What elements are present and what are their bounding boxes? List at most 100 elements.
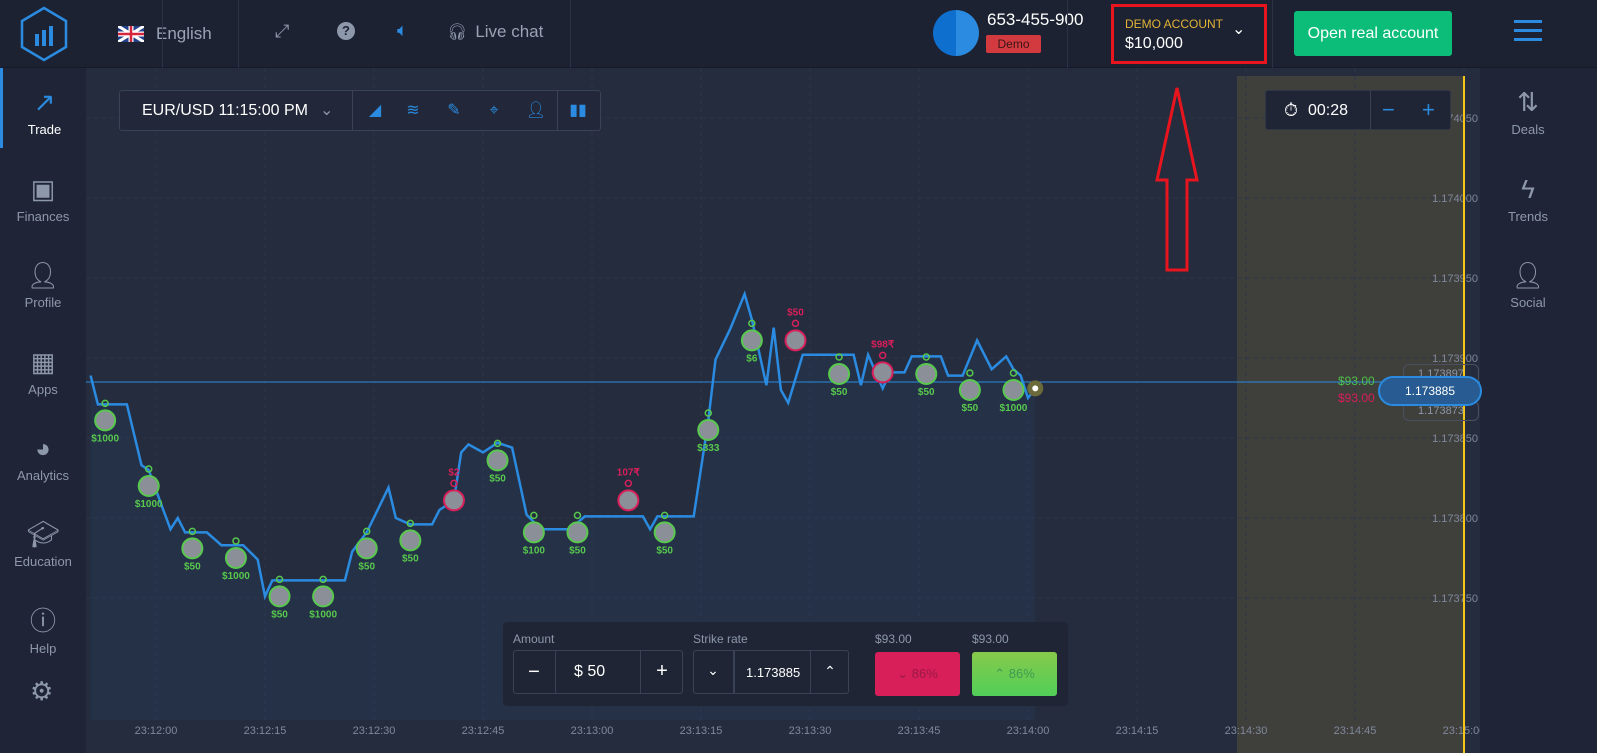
trade-marker: $50 — [355, 527, 378, 572]
annotation-arrow — [1155, 87, 1199, 272]
amount-minus-button[interactable]: − — [528, 661, 540, 683]
menu-icon[interactable] — [1514, 20, 1542, 41]
sidebar-label: Analytics — [16, 468, 70, 483]
pie-chart-icon: ◕ — [35, 433, 51, 463]
sidebar-item-help[interactable]: ⓘ Help — [0, 587, 86, 667]
trader-avatar — [181, 537, 204, 560]
current-point — [1032, 385, 1039, 392]
sidebar-item-profile[interactable]: 👤︎ Profile — [0, 241, 86, 321]
layout-icon[interactable]: ▮▮ — [569, 102, 587, 119]
chart-toolbar: EUR/USD 11:15:00 PM ⌄ ◢ ≋ ✎ ⌖ 👤︎ ▮▮ — [119, 90, 601, 131]
left-sidebar: ↗ Trade ▣ Finances 👤︎ Profile ▦ Apps ◕ Analyt… — [0, 68, 86, 753]
open-real-account-button[interactable]: Open real account — [1294, 11, 1452, 56]
sidebar-item-deals[interactable]: ⇅ Deals — [1480, 68, 1576, 148]
settings-gear-icon[interactable]: ⚙ — [30, 676, 54, 706]
language-selector[interactable]: English — [118, 22, 212, 46]
demo-badge: Demo — [986, 35, 1041, 53]
top-bar: English ⤢ ? 🔈︎ 🎧︎ Live chat 653-455-900 … — [0, 0, 1597, 68]
trade-marker: $50 — [915, 353, 938, 398]
account-switcher[interactable]: DEMO ACCOUNT $10,000 ⌄ — [1111, 4, 1267, 64]
sidebar-label: Education — [14, 554, 72, 569]
avatar[interactable] — [933, 10, 979, 56]
trade-entry-dot — [1009, 369, 1018, 377]
trader-avatar — [617, 489, 640, 512]
trader-avatar — [224, 547, 247, 569]
account-balance: $10,000 — [1125, 35, 1183, 52]
expiry-zone — [1237, 76, 1464, 753]
current-price-tag: 1.173885 — [1378, 376, 1482, 406]
amount-plus-button[interactable]: + — [656, 660, 668, 682]
x-tick-label: 23:14:30 — [1225, 725, 1268, 737]
trade-entry-dot — [232, 537, 240, 545]
chart-type-icon[interactable]: ◢ — [368, 102, 382, 119]
help-icon[interactable]: ? — [337, 22, 355, 40]
sidebar-item-finances[interactable]: ▣ Finances — [0, 155, 86, 235]
sidebar-item-education[interactable]: 🎓︎ Education — [0, 500, 86, 580]
trade-amount-label: $6 — [746, 353, 758, 364]
sidebar-item-trends[interactable]: ϟ Trends — [1480, 155, 1576, 235]
sidebar-item-apps[interactable]: ▦ Apps — [0, 328, 86, 408]
strike-rate-input[interactable]: ⌄ 1.173885 ⌃ — [693, 650, 849, 694]
sound-icon[interactable]: 🔈︎ — [397, 20, 408, 40]
asset-selector[interactable]: EUR/USD 11:15:00 PM ⌄ — [120, 91, 353, 130]
up-down-arrows-icon: ⇅ — [1517, 87, 1539, 117]
pencil-icon[interactable]: ✎ — [447, 102, 461, 119]
asset-label: EUR/USD 11:15:00 PM — [142, 102, 308, 119]
strike-up-button[interactable]: ⌃ — [824, 663, 836, 679]
x-tick-label: 23:13:15 — [680, 725, 723, 737]
sell-down-button[interactable]: ⌄ 86% — [875, 652, 960, 696]
trade-amount-label: $50 — [489, 473, 506, 484]
logo[interactable] — [16, 6, 72, 62]
trade-amount-label: $98₹ — [871, 339, 895, 350]
user-icon: 👤︎ — [26, 260, 60, 290]
trader-avatar — [268, 585, 291, 608]
strike-down-button[interactable]: ⌄ — [707, 662, 719, 678]
trade-marker: $100 — [523, 511, 545, 556]
up-payout: $93.00 — [972, 632, 1009, 646]
trade-entry-dot — [624, 479, 633, 488]
fullscreen-icon[interactable]: ⤢ — [275, 21, 290, 41]
y-tick-label: 1.173750 — [1432, 593, 1478, 605]
sidebar-label: Trends — [1508, 209, 1548, 224]
sidebar-label: Social — [1510, 295, 1546, 310]
trade-marker: $1000 — [309, 575, 337, 620]
sidebar-label: Finances — [16, 209, 70, 224]
trend-up-icon: ↗ — [33, 87, 56, 117]
social-trading-icon[interactable]: 👤︎ — [525, 102, 547, 119]
up-percent: 86% — [1008, 666, 1035, 681]
timer-minus-button[interactable]: − — [1382, 97, 1395, 122]
x-tick-label: 23:12:15 — [244, 725, 287, 737]
buy-up-button[interactable]: ⌃ 86% — [972, 652, 1057, 696]
indicators-icon[interactable]: ≋ — [406, 102, 420, 119]
sidebar-item-social[interactable]: 👤︎ Social — [1480, 241, 1576, 321]
trade-marker: $1000 — [1000, 369, 1028, 414]
trade-marker: $50 — [399, 519, 422, 564]
trader-avatar — [566, 521, 589, 544]
amount-input[interactable]: − $ 50 + — [513, 650, 683, 694]
trade-entry-dot — [319, 575, 327, 584]
sidebar-item-analytics[interactable]: ◕ Analytics — [0, 414, 86, 494]
x-tick-label: 23:14:45 — [1334, 725, 1377, 737]
trade-marker: $1000 — [135, 465, 163, 510]
trader-avatar — [399, 529, 422, 552]
strike-value: 1.173885 — [746, 665, 801, 680]
trade-entry-dot — [144, 465, 153, 473]
live-chat-button[interactable]: 🎧︎ Live chat — [447, 22, 543, 42]
crosshair-icon[interactable]: ⌖ — [489, 102, 499, 119]
trade-marker: $50 — [828, 353, 851, 398]
timer-plus-button[interactable]: + — [1422, 97, 1435, 122]
trade-marker: $98₹ — [871, 339, 895, 384]
trade-amount-label: $50 — [402, 553, 419, 564]
trader-avatar — [1002, 379, 1025, 401]
trade-entry-dot — [878, 351, 887, 360]
user-plus-icon: 👤︎ — [1511, 260, 1545, 290]
trade-amount-label: $50 — [831, 387, 848, 398]
x-tick-label: 23:12:00 — [135, 725, 178, 737]
trader-avatar — [312, 585, 335, 608]
stopwatch-icon: ⏱ — [1284, 100, 1299, 120]
sidebar-item-trade[interactable]: ↗ Trade — [0, 68, 86, 148]
trade-amount-label: $2 — [448, 467, 460, 478]
trade-marker: $1000 — [222, 537, 250, 582]
sidebar-label: Trade — [27, 122, 62, 137]
y-tick-label: 1.174000 — [1432, 193, 1478, 205]
